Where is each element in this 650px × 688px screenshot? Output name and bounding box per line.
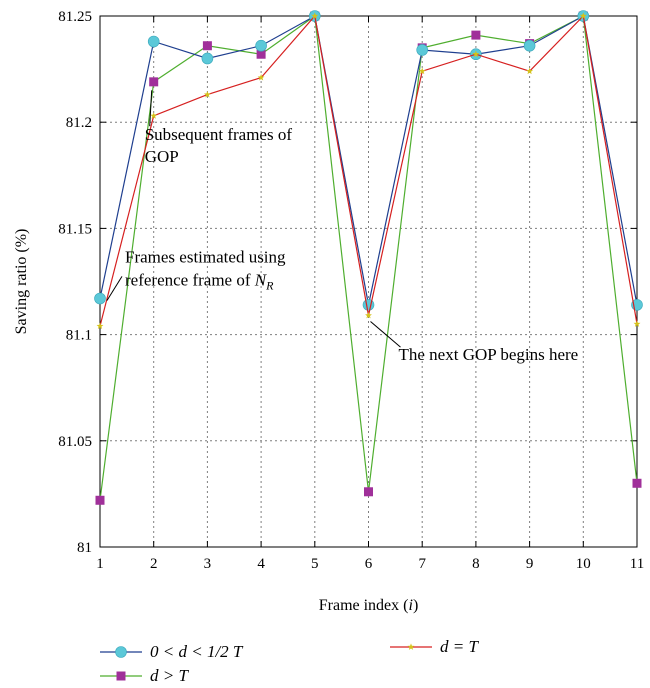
point-d-equal-t-5 bbox=[311, 12, 319, 19]
x-tick-label-2: 2 bbox=[150, 556, 158, 572]
point-d-equal-t-3 bbox=[203, 90, 211, 98]
point-d-half-t-6 bbox=[362, 299, 375, 311]
x-tick-label-8: 8 bbox=[472, 556, 480, 572]
y-tick-label-2: 81.1 bbox=[66, 328, 92, 344]
legend: 0 < d < 1/2 T d = T d > T bbox=[100, 637, 479, 685]
annotation-subsequent-line-2: GOP bbox=[145, 147, 179, 166]
y-tick-label-3: 81.15 bbox=[58, 221, 92, 237]
x-axis-label-prefix: Frame index ( bbox=[319, 597, 409, 614]
legend-label-d-half-t: 0 < d < 1/2 T bbox=[150, 642, 244, 661]
x-tick-label-5: 5 bbox=[311, 556, 319, 572]
annotation-next-gop-arrow bbox=[370, 321, 401, 348]
point-d-equal-t-9 bbox=[526, 67, 534, 75]
axis-ticks: 1 2 3 4 5 6 7 8 9 10 11 81 81.05 81.1 81.15 81.2 81.25 bbox=[58, 9, 644, 572]
point-d-equal-t-8 bbox=[472, 50, 480, 58]
annotation-estimated-line-1: Frames estimated using bbox=[125, 247, 286, 266]
series-d-half-t bbox=[94, 10, 643, 311]
y-tick-label-4: 81.2 bbox=[66, 115, 92, 131]
point-d-gt-t-11 bbox=[632, 478, 642, 488]
x-axis-label-suffix: ) bbox=[413, 597, 418, 614]
legend-label-d-gt-t: d > T bbox=[150, 666, 189, 685]
grid bbox=[100, 16, 637, 547]
annotation-estimated-variable: N bbox=[254, 270, 268, 289]
annotation-subsequent-frames: Subsequent frames of GOP bbox=[145, 125, 297, 166]
series-d-equal-t bbox=[96, 12, 641, 330]
annotation-next-gop: The next GOP begins here bbox=[399, 345, 579, 364]
legend-item-d-equal-t: d = T bbox=[390, 637, 479, 656]
annotation-subsequent-line-1: Subsequent frames of bbox=[145, 125, 293, 144]
annotation-estimated-subscript: R bbox=[265, 278, 274, 292]
x-axis-label-variable: i bbox=[408, 597, 412, 614]
point-d-gt-t-6 bbox=[364, 487, 373, 497]
point-d-gt-t-8 bbox=[471, 30, 481, 40]
y-tick-label-1: 81.05 bbox=[58, 434, 92, 450]
y-tick-label-0: 81 bbox=[77, 540, 92, 556]
point-d-equal-t-11 bbox=[633, 320, 641, 327]
point-d-half-t-1 bbox=[94, 292, 106, 305]
x-axis-label: Frame index (i) bbox=[319, 597, 419, 614]
x-tick-label-6: 6 bbox=[365, 556, 373, 572]
x-tick-label-10: 10 bbox=[576, 556, 591, 572]
point-d-equal-t-6 bbox=[365, 311, 372, 319]
point-d-half-t-2 bbox=[147, 35, 160, 48]
point-d-gt-t-2 bbox=[149, 77, 159, 87]
legend-marker-d-half-t bbox=[115, 646, 127, 658]
annotation-estimated-arrow bbox=[106, 276, 123, 301]
y-axis-label: Saving ratio (%) bbox=[13, 229, 30, 335]
point-d-equal-t-2 bbox=[150, 112, 158, 119]
point-d-gt-t-4 bbox=[256, 49, 266, 59]
legend-item-d-gt-t: d > T bbox=[100, 666, 189, 685]
legend-marker-d-equal-t bbox=[407, 643, 415, 650]
x-tick-label-11: 11 bbox=[630, 556, 644, 572]
x-tick-label-9: 9 bbox=[526, 556, 534, 572]
point-d-half-t-4 bbox=[255, 39, 267, 52]
point-d-half-t-7 bbox=[416, 44, 429, 56]
annotations: Subsequent frames of GOP Frames estimate… bbox=[106, 90, 579, 364]
point-d-gt-t-3 bbox=[202, 41, 212, 51]
point-d-equal-t-10 bbox=[579, 12, 587, 19]
x-tick-label-1: 1 bbox=[96, 556, 104, 572]
legend-item-d-half-t: 0 < d < 1/2 T bbox=[100, 642, 244, 661]
point-d-equal-t-1 bbox=[96, 322, 104, 330]
x-tick-label-3: 3 bbox=[204, 556, 212, 572]
series-group bbox=[94, 10, 643, 505]
legend-label-d-equal-t: d = T bbox=[440, 637, 479, 656]
legend-marker-d-gt-t bbox=[116, 671, 126, 681]
point-d-gt-t-1 bbox=[95, 495, 105, 505]
x-tick-label-7: 7 bbox=[418, 556, 426, 572]
annotation-frames-estimated: Frames estimated using reference frame o… bbox=[125, 247, 290, 292]
point-d-half-t-3 bbox=[201, 52, 214, 65]
point-d-equal-t-7 bbox=[418, 67, 426, 75]
y-tick-label-5: 81.25 bbox=[58, 9, 92, 25]
point-d-half-t-9 bbox=[523, 39, 536, 52]
annotation-subsequent-arrow bbox=[149, 90, 153, 127]
x-tick-label-4: 4 bbox=[257, 556, 265, 572]
point-d-equal-t-4 bbox=[257, 74, 265, 81]
annotation-estimated-line-2: reference frame of bbox=[125, 270, 255, 289]
